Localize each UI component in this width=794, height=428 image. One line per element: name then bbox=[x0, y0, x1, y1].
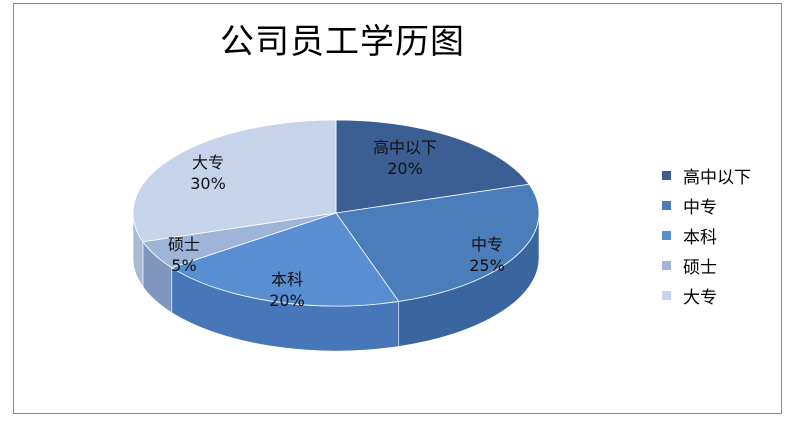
data-label-value-4: 5% bbox=[171, 256, 196, 275]
legend-item-1: 高中以下 bbox=[662, 160, 751, 190]
legend-swatch bbox=[662, 230, 671, 240]
data-label-category-1: 高中以下 bbox=[373, 138, 437, 157]
pie-slice-2 bbox=[335, 183, 540, 302]
pie-slice-5 bbox=[132, 119, 337, 243]
legend-swatch bbox=[662, 200, 671, 210]
legend-item-5: 大专 bbox=[662, 280, 751, 310]
legend-swatch bbox=[662, 290, 671, 300]
legend-item-4: 硕士 bbox=[662, 250, 751, 280]
legend-label: 大专 bbox=[683, 287, 717, 308]
legend: 高中以下中专本科硕士大专 bbox=[662, 160, 751, 310]
chart-title: 公司员工学历图 bbox=[220, 22, 465, 62]
legend-swatch bbox=[662, 170, 671, 180]
legend-item-3: 本科 bbox=[662, 220, 751, 250]
data-label-category-4: 硕士 bbox=[168, 235, 200, 254]
data-label-value-2: 25% bbox=[469, 256, 505, 275]
data-label-value-5: 30% bbox=[190, 174, 226, 193]
legend-label: 高中以下 bbox=[683, 167, 751, 188]
legend-label: 硕士 bbox=[683, 257, 717, 278]
legend-label: 本科 bbox=[683, 227, 717, 248]
pie-slice-3 bbox=[170, 212, 400, 307]
data-label-value-3: 20% bbox=[269, 291, 305, 310]
data-label-category-5: 大专 bbox=[192, 153, 224, 172]
data-label-category-2: 中专 bbox=[471, 235, 503, 254]
legend-label: 中专 bbox=[683, 197, 717, 218]
data-label-value-1: 20% bbox=[387, 159, 423, 178]
pie-slice-1 bbox=[335, 119, 530, 214]
legend-item-2: 中专 bbox=[662, 190, 751, 220]
legend-swatch bbox=[662, 260, 671, 270]
data-label-category-3: 本科 bbox=[271, 270, 303, 289]
